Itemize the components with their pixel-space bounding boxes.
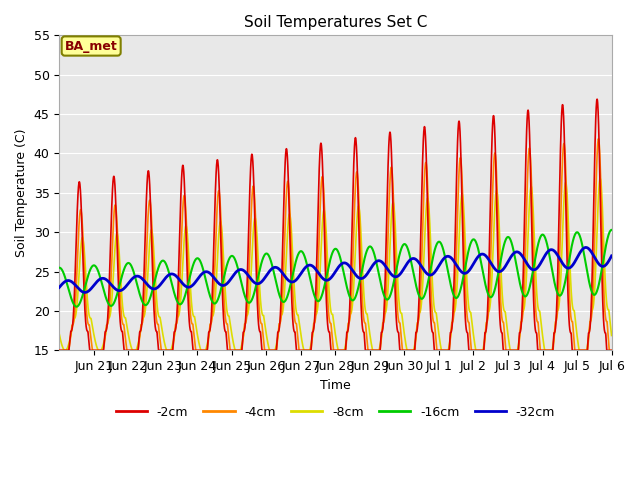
X-axis label: Time: Time	[320, 379, 351, 392]
Legend: -2cm, -4cm, -8cm, -16cm, -32cm: -2cm, -4cm, -8cm, -16cm, -32cm	[111, 401, 560, 424]
Title: Soil Temperatures Set C: Soil Temperatures Set C	[244, 15, 427, 30]
Text: BA_met: BA_met	[65, 39, 118, 52]
Y-axis label: Soil Temperature (C): Soil Temperature (C)	[15, 129, 28, 257]
